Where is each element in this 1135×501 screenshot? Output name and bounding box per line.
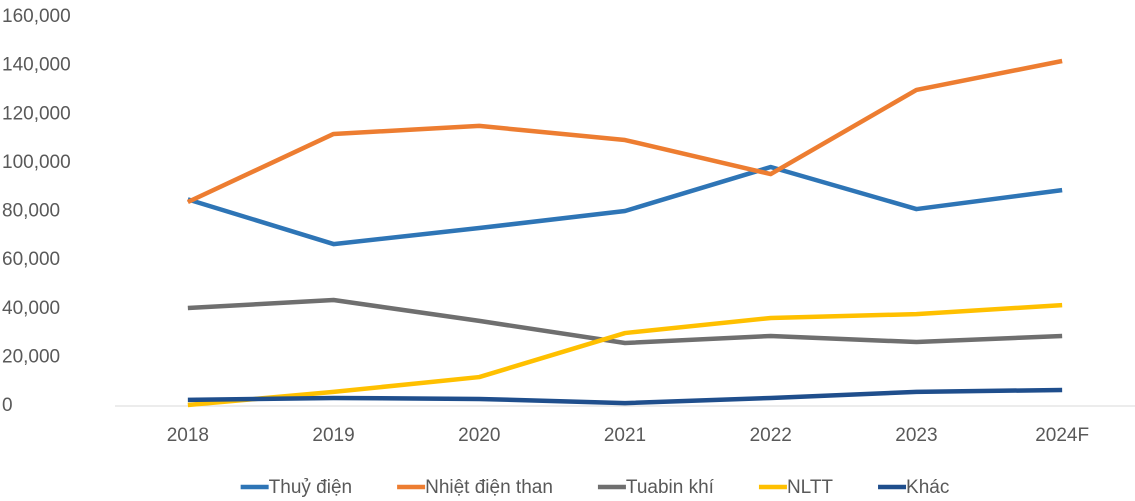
x-tick-label: 2018 — [167, 425, 209, 446]
y-tick-label: 60,000 — [2, 249, 60, 270]
series-line — [187, 164, 1063, 247]
legend-label: Nhiệt điện than — [425, 477, 553, 498]
legend-label: NLTT — [787, 477, 833, 498]
y-tick-label: 160,000 — [2, 6, 71, 27]
series-line — [186, 58, 1063, 205]
y-tick-label: 100,000 — [2, 152, 71, 173]
legend: Thuỷ điện Nhiệt điện than Tuabin khí NLTT Kh… — [240, 477, 949, 498]
x-tick-label: 2022 — [750, 425, 792, 446]
y-tick-label: 20,000 — [2, 346, 60, 367]
series-line — [187, 297, 1063, 346]
x-tick-label: 2024F — [1035, 425, 1089, 446]
y-tick-label: 0 — [2, 395, 13, 416]
x-tick-label: 2019 — [312, 425, 354, 446]
x-tick-label: 2020 — [458, 425, 500, 446]
series-line — [187, 302, 1063, 408]
y-tick-label: 140,000 — [2, 55, 71, 76]
series-line — [187, 387, 1063, 406]
x-tick-label: 2023 — [895, 425, 937, 446]
y-tick-label: 40,000 — [2, 298, 60, 319]
y-tick-label: 120,000 — [2, 103, 71, 124]
y-tick-label: 80,000 — [2, 201, 60, 222]
legend-label: Tuabin khí — [626, 477, 715, 498]
legend-label: Khác — [906, 477, 949, 498]
x-tick-label: 2021 — [604, 425, 646, 446]
legend-label: Thuỷ điện — [269, 477, 352, 498]
